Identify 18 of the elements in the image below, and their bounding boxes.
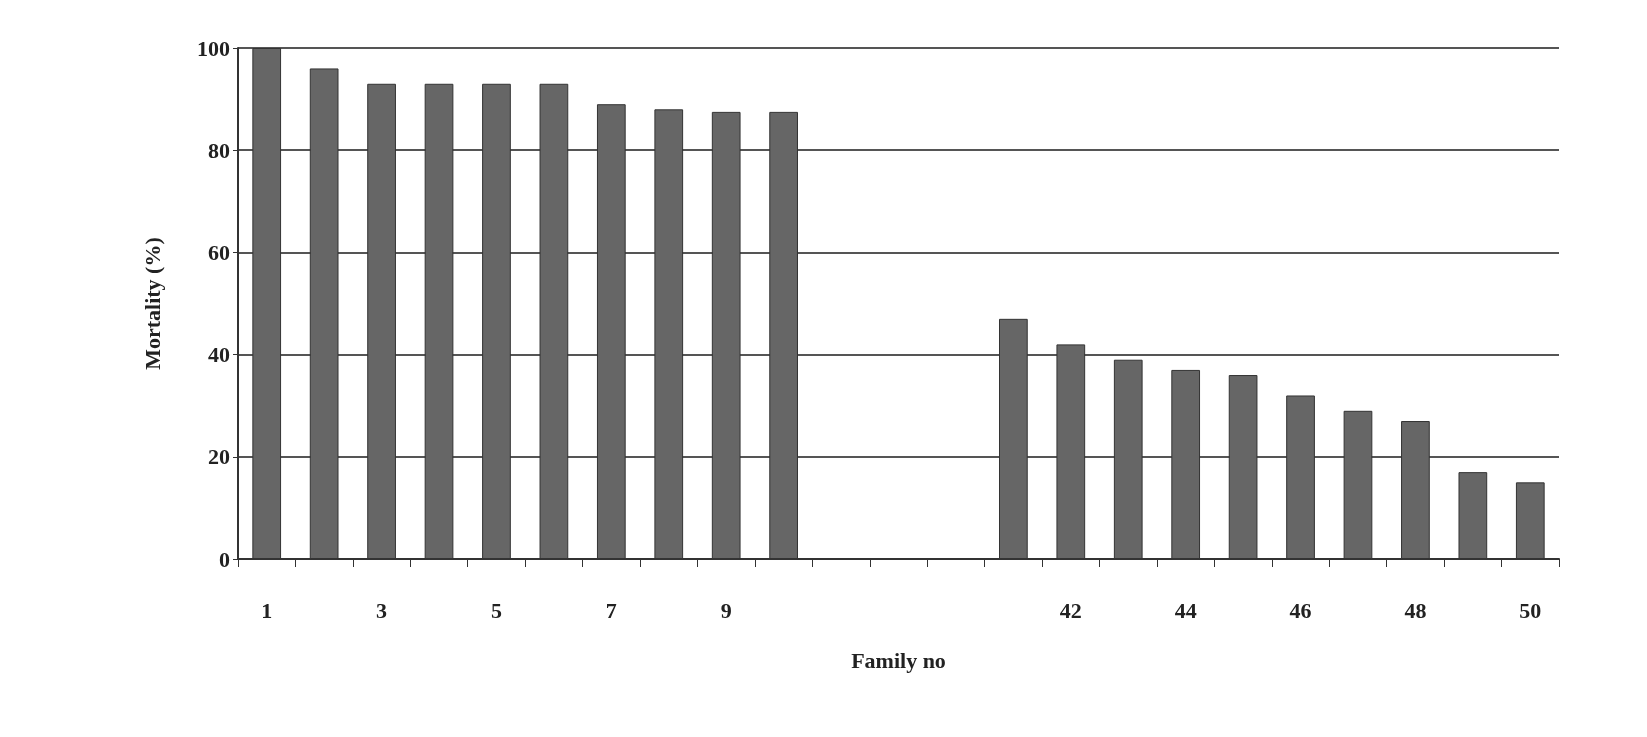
x-tick-label: 42 [1059, 597, 1082, 623]
x-tick-label: 50 [1519, 597, 1542, 623]
y-tick-label: 100 [197, 35, 230, 61]
y-tick-label: 60 [208, 239, 230, 265]
x-tick-label: 46 [1289, 597, 1312, 623]
y-tick-label: 80 [208, 137, 230, 163]
y-tick-label: 40 [208, 342, 230, 368]
x-tick-label: 44 [1174, 597, 1197, 623]
y-axis-title: Mortality (%) [139, 237, 165, 370]
x-tick-label: 1 [261, 597, 273, 623]
y-tick-label: 0 [219, 546, 230, 572]
y-tick-label: 20 [208, 444, 230, 470]
x-tick-label: 5 [490, 597, 502, 623]
x-tick-label: 3 [376, 597, 388, 623]
x-tick-label: 9 [720, 597, 732, 623]
x-tick-label: 48 [1404, 597, 1427, 623]
x-axis-title: Family no [851, 647, 946, 673]
x-tick-label: 7 [605, 597, 617, 623]
